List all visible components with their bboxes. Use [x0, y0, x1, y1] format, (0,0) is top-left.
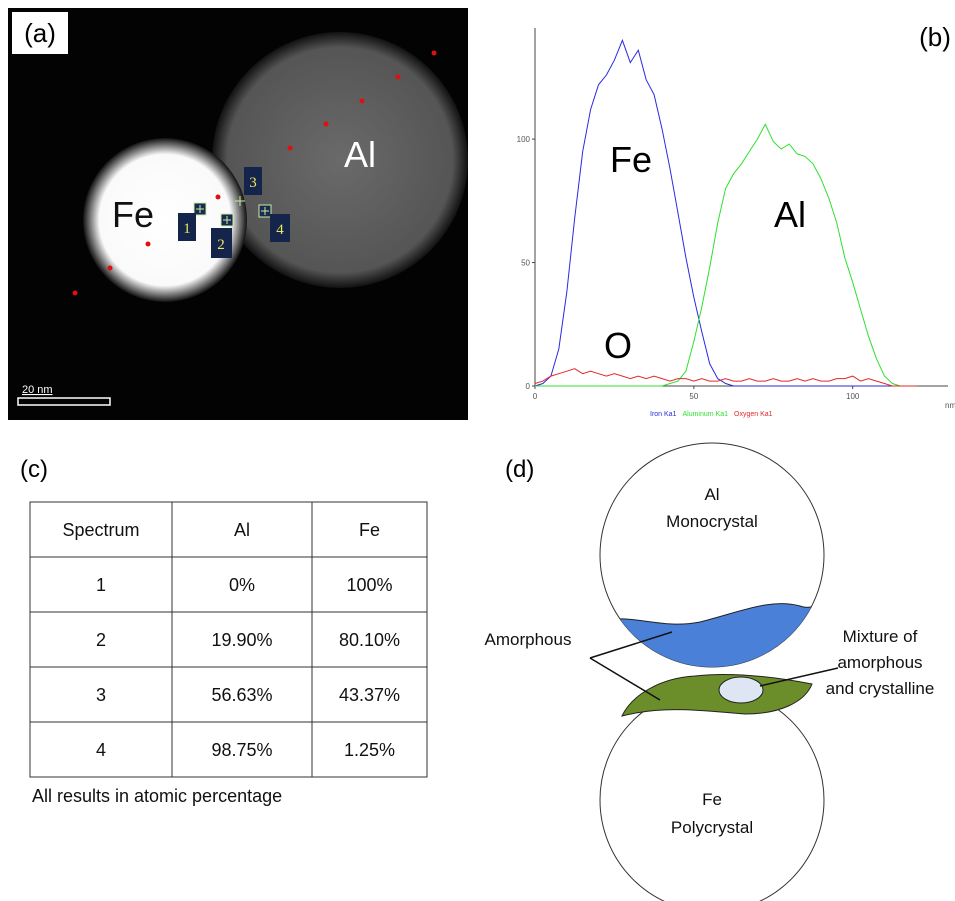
panel-label: (a) — [24, 18, 56, 48]
micrograph: 1 2 3 4 Fe Al 20 nm (a) — [8, 8, 468, 420]
table-cell: 3 — [96, 685, 106, 705]
mixture-label: and crystalline — [826, 679, 935, 698]
composition-table: (c) Spectrum Al Fe 1 0% 100% 2 19.90% 80.10% 3 56.… — [20, 456, 427, 806]
panel-label: (d) — [505, 456, 534, 483]
bottom-label: Fe — [702, 790, 722, 809]
table-cell: 98.75% — [211, 740, 272, 760]
table-cell: 100% — [346, 575, 392, 595]
table-grid: Spectrum Al Fe 1 0% 100% 2 19.90% 80.10% 3 56.63% 4… — [30, 502, 427, 777]
marker-label: 4 — [276, 222, 284, 238]
page: Figure html, body { margin: 0; padding: … — [0, 0, 955, 901]
marker-label: 2 — [217, 237, 225, 253]
figure-canvas: 1 2 3 4 Fe Al 20 nm (a) (b) 0 50 100 0 50 100… — [0, 0, 955, 901]
table-header-cell: Fe — [359, 520, 380, 540]
y-tick-label: 100 — [517, 135, 531, 144]
bottom-label: Polycrystal — [671, 818, 753, 837]
al-label: Al — [344, 134, 376, 175]
top-label: Al — [704, 485, 719, 504]
top-label: Monocrystal — [666, 512, 758, 531]
scale-label: 20 nm — [22, 384, 53, 396]
x-tick-label: 50 — [689, 392, 698, 401]
table-cell: 0% — [229, 575, 255, 595]
table-cell: 80.10% — [339, 630, 400, 650]
figure: { "panels": {"a": "(a)", "b": "(b)", "c"… — [0, 0, 955, 901]
legend-entry: Aluminum Ka1 — [682, 411, 728, 418]
table-cell: 4 — [96, 740, 106, 760]
x-tick-label: 100 — [846, 392, 860, 401]
mixture-label: amorphous — [837, 653, 922, 672]
table-cell: 2 — [96, 630, 106, 650]
x-tick-label: 0 — [533, 392, 538, 401]
profile-annotation: Al — [774, 194, 806, 235]
legend-entry: Iron Ka1 — [650, 411, 677, 418]
table-header-cell: Al — [234, 520, 250, 540]
mixture-region — [719, 677, 763, 703]
mixture-label: Mixture of — [843, 627, 918, 646]
table-cell: 19.90% — [211, 630, 272, 650]
panel-label: (c) — [20, 456, 48, 483]
table-cell: 1.25% — [344, 740, 395, 760]
table-cell: 1 — [96, 575, 106, 595]
table-cell: 43.37% — [339, 685, 400, 705]
series-line — [535, 124, 916, 386]
line-profile: (b) 0 50 100 0 50 100 nm Iron Ka1 Aluminum Ka1 Ox… — [517, 22, 955, 418]
table-note: All results in atomic percentage — [32, 786, 282, 806]
profile-annotation: O — [604, 325, 632, 366]
schematic: (d) Al Monocrystal Fe Polycrystal Amorph… — [485, 443, 935, 901]
al-particle — [212, 32, 468, 288]
legend-entry: Oxygen Ka1 — [734, 411, 773, 418]
y-tick-label: 50 — [521, 259, 530, 268]
table-cell: 56.63% — [211, 685, 272, 705]
table-header-cell: Spectrum — [62, 520, 139, 540]
marker-label: 1 — [183, 221, 191, 237]
fe-label: Fe — [112, 194, 154, 235]
profile-annotation: Fe — [610, 139, 652, 180]
amorphous-label: Amorphous — [485, 630, 572, 649]
series-line — [535, 40, 916, 386]
x-axis-label: nm — [945, 401, 955, 410]
y-tick-label: 0 — [526, 382, 531, 391]
marker-label: 3 — [249, 175, 257, 191]
panel-label: (b) — [919, 22, 951, 52]
